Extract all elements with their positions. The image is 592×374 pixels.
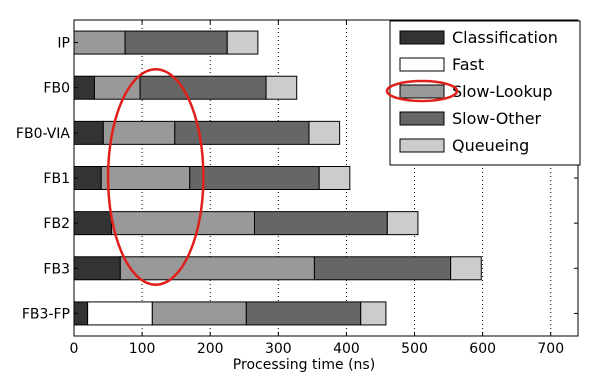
plot-frame (73, 19, 579, 337)
bar-fb3-queueing (450, 256, 482, 281)
bar-fb1-classification (73, 166, 102, 190)
x-tick-label: 400 (333, 341, 360, 357)
x-tick-label: 300 (265, 341, 292, 357)
legend-label-queueing: Queueing (452, 136, 529, 155)
y-tick-label-ip: IP (57, 36, 70, 52)
bar-fb3-fp-fast (87, 301, 153, 326)
x-tick-label: 500 (401, 341, 428, 357)
bar-fb3-classification (73, 256, 121, 281)
legend-label-fast: Fast (452, 55, 484, 74)
y-tick-label-fb0-via: FB0-VIA (16, 126, 71, 142)
legend-label-slow-lookup: Slow-Lookup (452, 82, 553, 101)
y-tick-label-fb3: FB3 (43, 261, 70, 277)
x-tick-label: 0 (70, 341, 79, 357)
annotations (106, 67, 459, 287)
bar-ip-slow-other (124, 30, 228, 55)
bar-fb3-fp-slow-lookup (151, 301, 247, 326)
bar-fb0-slow-lookup (93, 75, 141, 100)
y-tick-label-fb0: FB0 (43, 81, 70, 97)
bar-ip-slow-lookup (73, 30, 126, 55)
y-tick-label-fb3-fp: FB3-FP (22, 306, 70, 322)
x-axis-title: Processing time (ns) (233, 357, 375, 373)
x-tick-label: 200 (197, 341, 224, 357)
legend-label-slow-other: Slow-Other (452, 109, 542, 128)
bar-fb0-via-queueing (308, 120, 341, 145)
bar-fb3-fp-slow-other (245, 301, 362, 326)
bar-fb0-slow-other (139, 75, 267, 100)
bars (73, 30, 482, 326)
bar-fb1-slow-lookup (100, 166, 191, 190)
x-tick-label: 700 (537, 341, 564, 357)
bar-fb1-slow-other (189, 166, 320, 190)
legend-swatch-classification (399, 30, 445, 45)
bar-fb0-queueing (265, 75, 298, 100)
y-tick-label-fb2: FB2 (43, 216, 70, 232)
bar-fb3-slow-lookup (119, 256, 315, 281)
bar-fb0-via-classification (73, 120, 104, 145)
legend-label-classification: Classification (452, 28, 558, 47)
bar-fb1-queueing (318, 166, 351, 190)
legend-highlight-ellipse (385, 79, 459, 103)
legend-swatch-fast (399, 57, 445, 72)
legend-swatch-slow-other (399, 111, 445, 126)
bar-fb3-fp-queueing (360, 301, 387, 326)
x-tick-label: 600 (469, 341, 496, 357)
highlight-ellipse (106, 67, 205, 287)
bar-fb2-classification (73, 211, 112, 236)
bar-fb0-via-slow-other (174, 120, 310, 145)
legend: Classification Fast Slow-Lookup Slow-Other Q… (389, 20, 581, 166)
bar-fb2-slow-lookup (110, 211, 255, 236)
legend-swatch-slow-lookup (399, 84, 445, 99)
bar-fb3-slow-other (313, 256, 452, 281)
bar-fb2-slow-other (253, 211, 388, 236)
legend-swatch-queueing (399, 138, 445, 153)
y-tick-label-fb1: FB1 (43, 171, 70, 187)
bar-fb2-queueing (386, 211, 419, 236)
bar-ip-queueing (226, 30, 259, 55)
y-tick-labels: IP FB0 FB0-VIA FB1 FB2 FB3 FB3-FP (16, 36, 578, 322)
x-tick-label: 100 (129, 341, 156, 357)
